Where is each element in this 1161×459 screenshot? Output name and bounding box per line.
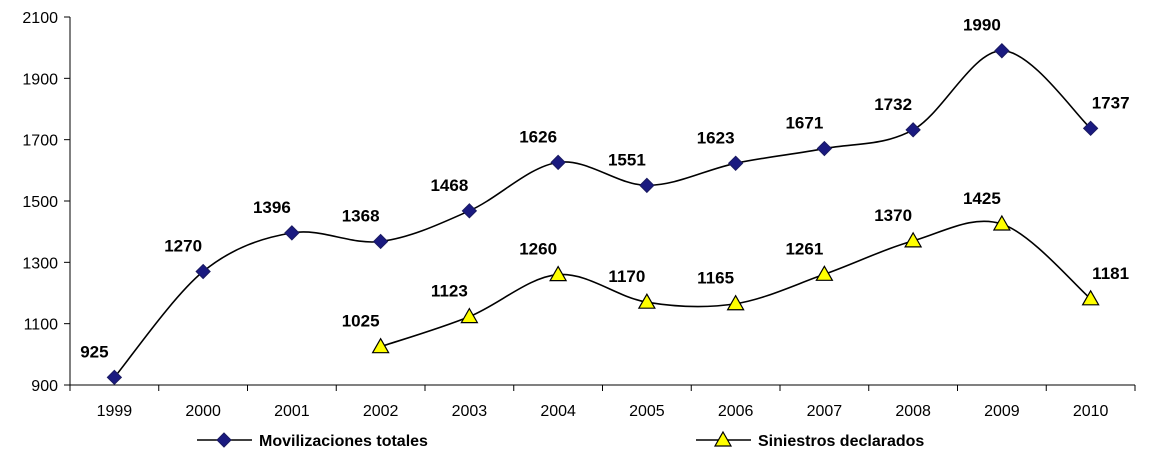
x-tick-label: 2006 bbox=[718, 403, 754, 420]
data-point-2 bbox=[815, 265, 834, 281]
data-label-1: 1990 bbox=[963, 16, 1001, 35]
data-point-2 bbox=[549, 265, 568, 282]
x-tick-label: 1999 bbox=[97, 403, 133, 420]
data-label-2: 1370 bbox=[874, 206, 912, 225]
data-label-2: 1260 bbox=[519, 240, 557, 259]
data-point-2 bbox=[637, 292, 656, 309]
data-label-2: 1123 bbox=[431, 282, 468, 301]
y-tick-label: 900 bbox=[31, 378, 58, 395]
data-label-2: 1025 bbox=[342, 312, 380, 331]
y-tick-label: 2100 bbox=[22, 10, 58, 27]
y-tick-label: 1700 bbox=[22, 133, 58, 150]
axes bbox=[64, 16, 1136, 391]
legend-marker-2 bbox=[713, 430, 733, 447]
x-tick-label: 2007 bbox=[807, 403, 843, 420]
data-point-2 bbox=[904, 231, 923, 248]
x-tick-label: 2005 bbox=[629, 403, 665, 420]
data-label-1: 1468 bbox=[430, 176, 468, 195]
data-label-1: 1368 bbox=[342, 206, 380, 225]
x-tick-label: 2001 bbox=[274, 403, 310, 420]
x-tick-label: 2009 bbox=[984, 403, 1020, 420]
data-point-1 bbox=[1082, 120, 1099, 137]
legend: Movilizaciones totales Siniestros declara… bbox=[197, 430, 924, 450]
y-tick-label: 1500 bbox=[22, 194, 58, 211]
x-tick-label: 2002 bbox=[363, 403, 399, 420]
data-point-1 bbox=[905, 122, 921, 138]
data-label-1: 1671 bbox=[785, 114, 823, 133]
series-line-1 bbox=[113, 49, 1092, 378]
data-point-2 bbox=[460, 307, 479, 324]
data-label-1: 1626 bbox=[519, 127, 557, 146]
x-tick-label: 2008 bbox=[895, 403, 931, 420]
x-tick-labels: 1999 2000 2001 2002 2003 2004 2005 2006 2007 2008… bbox=[97, 403, 1109, 420]
data-point-1 bbox=[284, 225, 300, 241]
data-point-2 bbox=[726, 294, 745, 311]
data-labels: 925 1270 1396 1368 1468 1626 1551 1623 1671 1732 1… bbox=[80, 16, 1129, 362]
data-label-2: 1261 bbox=[785, 239, 823, 258]
data-label-1: 925 bbox=[80, 342, 108, 361]
data-point-1 bbox=[639, 177, 655, 194]
data-label-1: 1396 bbox=[253, 198, 291, 217]
data-point-1 bbox=[816, 140, 833, 157]
data-label-1: 1270 bbox=[164, 237, 202, 256]
legend-marker-1 bbox=[216, 432, 232, 448]
data-point-2 bbox=[992, 214, 1011, 231]
data-point-1 bbox=[994, 43, 1010, 59]
x-tick-label: 2000 bbox=[185, 403, 221, 420]
data-point-1 bbox=[461, 203, 478, 219]
series-line-2 bbox=[380, 220, 1092, 348]
data-label-1: 1551 bbox=[608, 150, 646, 169]
x-tick-label: 2004 bbox=[540, 403, 576, 420]
data-label-2: 1181 bbox=[1092, 264, 1129, 283]
x-tick-label: 2010 bbox=[1073, 403, 1109, 420]
y-tick-label: 1300 bbox=[22, 255, 58, 272]
y-tick-labels: 900 1100 1300 1500 1700 1900 2100 bbox=[22, 10, 58, 395]
data-point-1 bbox=[727, 155, 744, 171]
y-tick-label: 1900 bbox=[22, 71, 58, 88]
legend-label-1: Movilizaciones totales bbox=[259, 433, 428, 450]
data-label-1: 1732 bbox=[874, 95, 912, 114]
data-point-1 bbox=[106, 369, 123, 386]
legend-label-2: Siniestros declarados bbox=[758, 433, 924, 450]
data-label-1: 1737 bbox=[1092, 93, 1130, 112]
data-point-1 bbox=[550, 154, 566, 171]
data-label-2: 1170 bbox=[608, 267, 645, 286]
x-tick-label: 2003 bbox=[452, 403, 488, 420]
data-point-1 bbox=[372, 233, 389, 250]
data-point-2 bbox=[371, 337, 390, 354]
data-label-1: 1623 bbox=[697, 128, 735, 147]
data-label-2: 1165 bbox=[697, 269, 734, 288]
data-point-2 bbox=[1081, 289, 1100, 306]
series-markers bbox=[106, 43, 1100, 386]
data-label-2: 1425 bbox=[963, 189, 1001, 208]
data-point-1 bbox=[195, 263, 211, 280]
y-tick-label: 1100 bbox=[24, 317, 59, 334]
